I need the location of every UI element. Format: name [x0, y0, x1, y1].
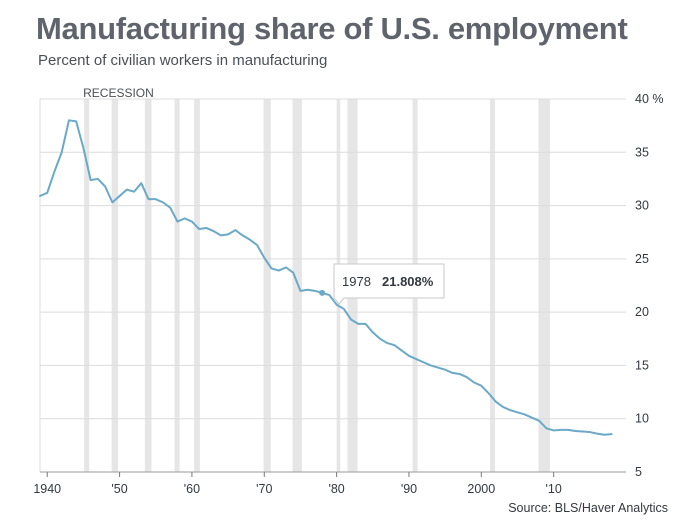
recession-band: [489, 99, 496, 472]
y-tick-label: 20: [635, 305, 649, 319]
tooltip-year: 1978: [342, 274, 371, 289]
recession-band: [174, 99, 180, 472]
recession-label: RECESSION: [83, 86, 154, 100]
x-tick-label: '50: [111, 482, 127, 496]
y-tick-label: 10: [635, 412, 649, 426]
y-tick-label: 5: [635, 465, 642, 479]
series-line: [39, 119, 613, 436]
series-layer: [39, 119, 613, 436]
x-tick-label: '10: [546, 482, 562, 496]
tooltip-box: [333, 263, 445, 305]
chart-title: Manufacturing share of U.S. employment: [36, 11, 628, 46]
axes: 40 % 35 30 25 20 15 10 5 1940 '50 '60 '70 '80 '90 2000…: [33, 92, 663, 496]
y-tick-label: 30: [635, 199, 649, 213]
tooltip: 1978 21.808%: [319, 263, 445, 305]
x-tick-label: 1940: [33, 482, 61, 496]
source-note: Source: BLS/Haver Analytics: [508, 501, 668, 515]
recession-band: [538, 99, 551, 472]
gridlines: [39, 98, 626, 473]
y-tick-label: 25: [635, 252, 649, 266]
y-tick-label: 35: [635, 145, 649, 159]
x-tick-label: 2000: [467, 482, 495, 496]
y-tick-label: 15: [635, 358, 649, 372]
recession-band: [194, 99, 200, 472]
recession-band: [84, 99, 90, 472]
tooltip-marker: [319, 289, 326, 296]
recession-band: [144, 99, 152, 472]
recession-band: [111, 99, 119, 472]
chart-subtitle: Percent of civilian workers in manufactu…: [38, 52, 328, 69]
recession-band: [263, 99, 271, 472]
x-tick-label: '90: [401, 482, 417, 496]
tooltip-value: 21.808%: [382, 274, 434, 289]
x-tick-label: '70: [256, 482, 272, 496]
recession-bands: RECESSION: [83, 86, 551, 472]
x-tick-label: '80: [328, 482, 344, 496]
y-tick-label: 40 %: [635, 92, 664, 106]
recession-band: [292, 99, 302, 472]
x-tick-label: '60: [184, 482, 200, 496]
